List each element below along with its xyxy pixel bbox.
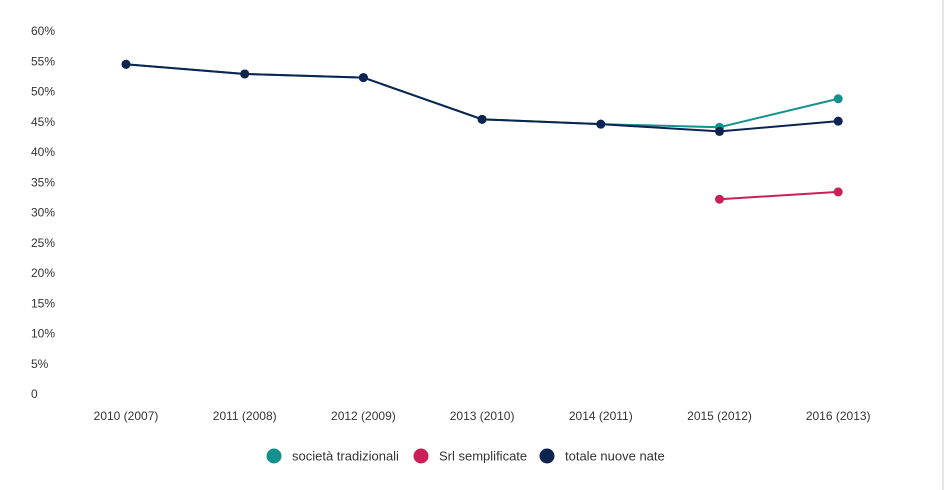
legend: società tradizionali Srl semplificate tota… (266, 448, 665, 464)
legend-label: totale nuove nate (565, 449, 665, 464)
x-tick-label: 2016 (2013) (806, 409, 871, 423)
x-tick-label: 2013 (2010) (450, 409, 515, 423)
y-tick-label: 20% (31, 266, 55, 280)
y-tick-label: 25% (31, 236, 55, 250)
y-tick-label: 35% (31, 175, 55, 189)
y-tick-label: 50% (31, 85, 55, 99)
y-tick-label: 60% (31, 24, 55, 38)
x-tick-label: 2015 (2012) (687, 409, 752, 423)
data-point-totale-nuove-nate[interactable] (833, 116, 843, 126)
legend-item-srl-semplificate[interactable]: Srl semplificate (413, 448, 528, 464)
series-lines (125, 63, 839, 201)
data-point-totale-nuove-nate[interactable] (240, 69, 250, 79)
series-points (121, 59, 843, 204)
chart-border (942, 0, 944, 490)
legend-marker (539, 448, 555, 464)
y-tick-label: 15% (31, 296, 55, 310)
data-point-totale-nuove-nate[interactable] (477, 114, 487, 124)
legend-marker (266, 448, 282, 464)
legend-item-societ-tradizionali[interactable]: società tradizionali (266, 448, 400, 464)
y-tick-label: 55% (31, 54, 55, 68)
y-tick-label: 40% (31, 145, 55, 159)
legend-label: società tradizionali (292, 449, 399, 464)
y-tick-label: 0 (31, 387, 38, 401)
data-point-totale-nuove-nate[interactable] (358, 73, 368, 83)
y-tick-label: 10% (31, 327, 55, 341)
legend-item-totale-nuove-nate[interactable]: totale nuove nate (539, 448, 665, 464)
data-point-totale-nuove-nate[interactable] (715, 126, 724, 136)
x-tick-label: 2012 (2009) (331, 409, 396, 423)
data-point-societ-tradizionali[interactable] (833, 94, 843, 104)
x-tick-label: 2010 (2007) (94, 409, 159, 423)
x-axis: 2010 (2007) 2011 (2008) 2012 (2009) 2013 (2… (94, 409, 871, 423)
data-point-totale-nuove-nate[interactable] (121, 59, 131, 69)
data-point-totale-nuove-nate[interactable] (596, 119, 606, 129)
y-tick-label: 45% (31, 115, 55, 129)
data-point-srl-semplificate[interactable] (715, 194, 724, 204)
legend-marker (413, 448, 429, 464)
data-point-srl-semplificate[interactable] (833, 187, 843, 197)
legend-label: Srl semplificate (439, 449, 527, 464)
y-tick-label: 5% (31, 357, 49, 371)
series-line-srl-semplificate (719, 190, 839, 201)
x-tick-label: 2014 (2011) (569, 409, 633, 423)
y-tick-label: 30% (31, 206, 55, 220)
x-tick-label: 2011 (2008) (213, 409, 277, 423)
y-axis: 0 5% 10% 15% 20% 25% 30% 35% 40% 45% 50% 55% 60% (31, 24, 55, 401)
